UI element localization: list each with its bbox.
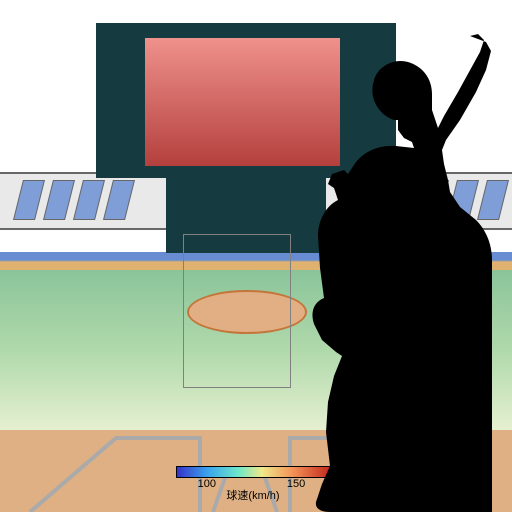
strike-zone xyxy=(183,234,291,388)
legend-tick-100: 100 xyxy=(192,478,222,490)
speed-legend-bar xyxy=(176,466,332,478)
legend-caption: 球速(km/h) xyxy=(176,490,330,502)
legend-tick-150: 150 xyxy=(281,478,311,490)
scoreboard-screen xyxy=(145,38,340,166)
